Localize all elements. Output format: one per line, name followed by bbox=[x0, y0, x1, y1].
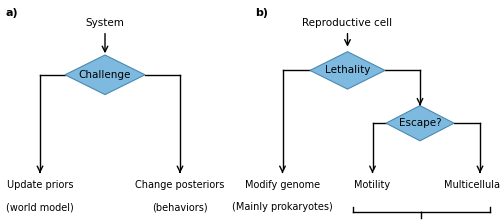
Polygon shape bbox=[386, 106, 454, 141]
Text: (behaviors): (behaviors) bbox=[152, 202, 208, 212]
Text: Lethality: Lethality bbox=[325, 65, 370, 75]
Text: Escape?: Escape? bbox=[398, 118, 442, 128]
Polygon shape bbox=[65, 55, 145, 95]
Text: (Mainly prokaryotes): (Mainly prokaryotes) bbox=[232, 202, 333, 212]
Text: Update priors: Update priors bbox=[7, 180, 73, 190]
Text: Modify genome: Modify genome bbox=[245, 180, 320, 190]
Text: Motility: Motility bbox=[354, 180, 390, 190]
Text: (world model): (world model) bbox=[6, 202, 74, 212]
Text: b): b) bbox=[255, 8, 268, 18]
Polygon shape bbox=[310, 52, 385, 89]
Text: Reproductive cell: Reproductive cell bbox=[302, 18, 392, 28]
Text: System: System bbox=[86, 18, 124, 28]
Text: a): a) bbox=[5, 8, 18, 18]
Text: Multicellularity: Multicellularity bbox=[444, 180, 500, 190]
Text: Change posteriors: Change posteriors bbox=[136, 180, 224, 190]
Text: Challenge: Challenge bbox=[79, 70, 131, 80]
